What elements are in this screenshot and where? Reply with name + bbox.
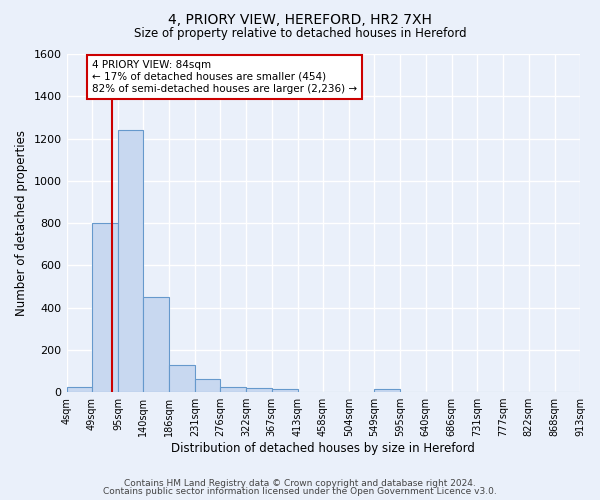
Bar — [67, 387, 92, 392]
Bar — [169, 364, 195, 392]
Text: Contains public sector information licensed under the Open Government Licence v3: Contains public sector information licen… — [103, 487, 497, 496]
Bar — [92, 223, 118, 392]
Bar — [195, 380, 220, 392]
Text: Contains HM Land Registry data © Crown copyright and database right 2024.: Contains HM Land Registry data © Crown c… — [124, 478, 476, 488]
Bar — [272, 389, 298, 392]
Bar — [220, 387, 246, 392]
Bar — [374, 389, 400, 392]
Bar — [143, 297, 169, 392]
Text: 4 PRIORY VIEW: 84sqm
← 17% of detached houses are smaller (454)
82% of semi-deta: 4 PRIORY VIEW: 84sqm ← 17% of detached h… — [92, 60, 357, 94]
Text: 4, PRIORY VIEW, HEREFORD, HR2 7XH: 4, PRIORY VIEW, HEREFORD, HR2 7XH — [168, 12, 432, 26]
Text: Size of property relative to detached houses in Hereford: Size of property relative to detached ho… — [134, 28, 466, 40]
X-axis label: Distribution of detached houses by size in Hereford: Distribution of detached houses by size … — [172, 442, 475, 455]
Bar — [118, 130, 143, 392]
Y-axis label: Number of detached properties: Number of detached properties — [15, 130, 28, 316]
Bar — [246, 388, 272, 392]
